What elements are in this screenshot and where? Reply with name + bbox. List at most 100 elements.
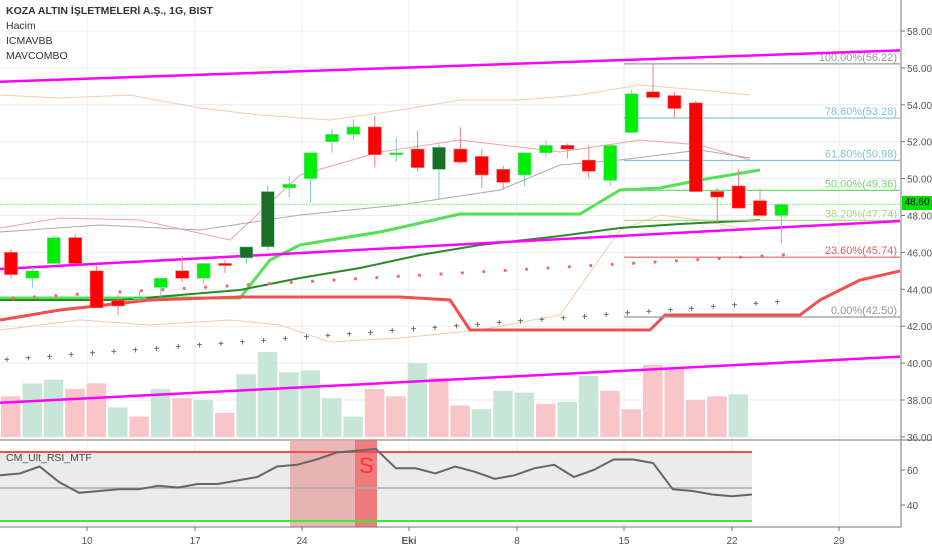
- plus-marker: +: [710, 302, 716, 313]
- plus-marker: +: [132, 345, 138, 356]
- sar-dot: [204, 285, 208, 289]
- volume-bar: [257, 352, 278, 437]
- indicator-mavcombo[interactable]: MAVCOMBO: [6, 50, 68, 62]
- sar-dot: [674, 259, 679, 263]
- sar-dot: [246, 283, 250, 287]
- plus-marker: +: [475, 320, 481, 331]
- rsi-indicator-label[interactable]: CM_Ult_RSI_MTF: [6, 452, 92, 464]
- plus-marker: +: [411, 325, 417, 336]
- fib-level-label: 0.00%(42.50): [831, 305, 897, 317]
- sar-dot: [567, 265, 572, 269]
- indicator-icmavbb[interactable]: ICMAVBB: [6, 35, 53, 47]
- candlesticks: [4, 64, 789, 316]
- volume-bar: [707, 396, 727, 437]
- volume-bar: [150, 388, 171, 437]
- price-axis[interactable]: 58.00 56.00 54.00 52.00 50.00 48.00 46.00 44.00…: [81, 0, 932, 547]
- sar-dot: [32, 295, 37, 299]
- date-tick-label: 15: [618, 536, 630, 547]
- plus-marker: +: [582, 312, 588, 323]
- candle-down: [111, 300, 125, 307]
- volume-bar: [450, 405, 470, 437]
- sar-dot: [182, 286, 186, 290]
- candle-down: [367, 126, 382, 155]
- plus-marker: +: [539, 315, 545, 326]
- plus-marker: +: [603, 310, 609, 321]
- volume-bar: [600, 390, 620, 437]
- candle-up: [239, 246, 254, 259]
- price-tick-label: 54.00: [907, 101, 932, 112]
- plus-marker: +: [732, 301, 738, 312]
- trend-channel[interactable]: [0, 49, 901, 405]
- plus-marker: +: [239, 337, 245, 348]
- volume-bar: [215, 412, 235, 437]
- sar-dot: [418, 273, 422, 277]
- volume-bar: [1, 396, 21, 437]
- date-tick-label: 10: [81, 536, 93, 547]
- icmavbb-fast-line: [0, 168, 761, 300]
- sar-dot: [781, 253, 786, 257]
- plus-marker: +: [496, 318, 502, 329]
- date-tick-label: 24: [296, 536, 308, 547]
- volume-bar: [236, 374, 256, 437]
- candle-down: [688, 102, 703, 192]
- volume-bar: [578, 376, 599, 437]
- candle-up: [282, 183, 297, 189]
- candle-up: [325, 134, 339, 143]
- fib-level-label: 38.20%(47.74): [825, 208, 897, 220]
- candle-up: [432, 146, 446, 170]
- volume-bar: [65, 388, 85, 437]
- plus-marker: +: [90, 349, 96, 360]
- price-tick-label: 40.00: [907, 359, 932, 370]
- candle-up: [603, 145, 618, 181]
- symbol-title: KOZA ALTIN İŞLETMELERİ A.Ş., 1G, BIST: [6, 5, 213, 17]
- sar-dot: [375, 276, 379, 280]
- sar-dot: [503, 268, 507, 272]
- plus-marker: +: [646, 307, 652, 318]
- rsi-line: [0, 447, 753, 498]
- sar-dot: [589, 264, 593, 268]
- sar-dot: [118, 290, 122, 294]
- fibonacci-retracement[interactable]: 100.00%(56.22) 78.60%(53.28) 61.80%(50.98)…: [0, 52, 901, 318]
- candle-down: [410, 148, 425, 168]
- sar-dot: [439, 272, 443, 276]
- plus-marker: +: [432, 323, 438, 334]
- candle-down: [496, 169, 511, 183]
- sar-dot: [546, 266, 550, 270]
- chart-grid: [0, 0, 901, 527]
- candle-up: [624, 93, 639, 133]
- volume-bar: [343, 416, 363, 437]
- volume-bar: [536, 403, 556, 437]
- candle-down: [667, 95, 682, 109]
- candle-down: [175, 270, 189, 279]
- price-tick-label: 38.00: [907, 396, 932, 407]
- candle-up: [539, 145, 553, 154]
- indicator-volume[interactable]: Hacim: [6, 20, 36, 32]
- fib-level-label: 78.60%(53.28): [825, 106, 897, 118]
- sar-dot: [139, 289, 143, 293]
- mavcombo-red-line: [0, 269, 901, 332]
- icmavbb-slow-line: [0, 219, 761, 301]
- chart-legend: KOZA ALTIN İŞLETMELERİ A.Ş., 1G, BIST Ha…: [6, 4, 213, 64]
- candle-up: [346, 126, 361, 135]
- plus-marker: +: [282, 334, 288, 345]
- middle-channel-line: [0, 219, 901, 271]
- rsi-tick-label: 60: [907, 466, 919, 477]
- sar-dot: [353, 277, 357, 281]
- overbought-zone: [290, 440, 356, 527]
- volume-bar: [407, 363, 428, 437]
- candle-down: [646, 91, 660, 98]
- volume-bars: [1, 352, 749, 437]
- date-tick-label: Eki: [401, 536, 416, 547]
- fib-level-label: 50.00%(49.36): [825, 178, 897, 190]
- candle-up: [154, 277, 168, 288]
- volume-bar: [193, 400, 214, 437]
- fib-level-label: 23.60%(45.74): [825, 245, 897, 257]
- sell-signal-label: S: [359, 453, 374, 478]
- volume-bar: [300, 370, 321, 437]
- price-tick-label: 46.00: [907, 248, 932, 259]
- plus-marker: +: [197, 341, 203, 352]
- price-tick-label: 48.00: [907, 212, 932, 223]
- candle-up: [389, 152, 404, 156]
- indicator-lines: + + + + + + + + + + + + + + + + + + + + + + + + + + + + + + + + + + + + +: [0, 84, 901, 366]
